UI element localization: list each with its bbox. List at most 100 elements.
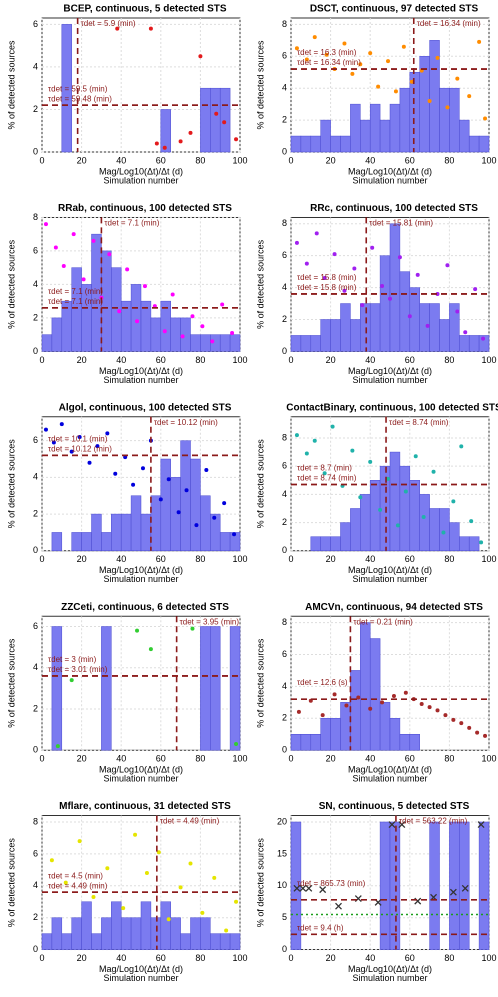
bar xyxy=(369,480,381,552)
point xyxy=(427,705,432,710)
point xyxy=(401,44,406,49)
bar xyxy=(150,917,162,950)
threshold-label: τdet = 15.81 (min) xyxy=(369,219,433,228)
y-tick-label: 8 xyxy=(282,19,287,29)
bar xyxy=(399,87,411,153)
point xyxy=(481,336,486,341)
point xyxy=(135,628,140,633)
bar xyxy=(210,87,221,153)
panel-title: RRab, continuous, 100 detected STS xyxy=(58,203,232,214)
y-tick-label: 4 xyxy=(33,61,38,71)
bar xyxy=(210,933,221,950)
point xyxy=(77,839,82,844)
x-tick-label: 20 xyxy=(326,754,336,764)
bar xyxy=(409,287,420,352)
x-tick-label: 40 xyxy=(365,953,375,963)
point xyxy=(427,98,432,103)
x-tick-label: 100 xyxy=(481,754,496,764)
panel-title: RRc, continuous, 100 detected STS xyxy=(310,203,478,214)
x-axis-label: Mag/Log10(Δt)/Δt (d) xyxy=(348,366,432,376)
y-tick-label: 6 xyxy=(33,621,38,631)
x-tick-label: 0 xyxy=(39,754,44,764)
bar xyxy=(210,513,221,552)
point xyxy=(370,245,375,250)
bar xyxy=(140,513,152,552)
x-axis-label: Simulation number xyxy=(103,574,178,584)
point xyxy=(332,692,337,697)
bar xyxy=(459,821,470,950)
bar xyxy=(51,532,63,552)
threshold-label: τdet = 10.12 (min) xyxy=(48,444,112,453)
point xyxy=(210,339,215,344)
bar xyxy=(290,733,302,751)
point xyxy=(304,57,309,62)
point xyxy=(350,448,355,453)
bar xyxy=(439,508,450,552)
y-tick-label: 8 xyxy=(33,816,38,826)
point xyxy=(105,866,110,871)
point xyxy=(397,255,402,260)
threshold-label: τdet = 3.95 (min) xyxy=(180,617,240,626)
bar xyxy=(399,465,411,552)
x-tick-label: 80 xyxy=(195,754,205,764)
y-tick-label: 8 xyxy=(282,617,287,627)
point xyxy=(376,84,381,89)
point xyxy=(222,120,227,125)
bar xyxy=(120,300,132,352)
panel-title: SN, continuous, 5 detected STS xyxy=(319,801,470,812)
plot-frame xyxy=(41,17,241,153)
x-tick-label: 20 xyxy=(326,953,336,963)
point xyxy=(107,252,112,257)
point xyxy=(293,884,301,892)
x-tick-label: 0 xyxy=(288,754,293,764)
y-tick-label: 6 xyxy=(282,461,287,471)
bar xyxy=(219,933,231,950)
x-tick-label: 60 xyxy=(156,355,166,365)
point xyxy=(178,885,183,890)
y-tick-label: 0 xyxy=(33,346,38,356)
bar xyxy=(101,917,112,950)
point xyxy=(475,730,480,735)
point xyxy=(368,706,373,711)
point xyxy=(224,928,229,933)
point xyxy=(294,46,299,51)
point xyxy=(314,231,319,236)
bar xyxy=(61,24,72,153)
point xyxy=(358,62,363,67)
x-axis-label: Mag/Log10(Δt)/Δt (d) xyxy=(348,565,432,575)
point xyxy=(200,910,205,915)
bar xyxy=(180,933,191,950)
point xyxy=(461,884,469,892)
bar xyxy=(81,532,92,552)
panel: AMCVn, continuous, 94 detected STS024680… xyxy=(255,602,496,784)
bar xyxy=(478,335,490,352)
bar xyxy=(379,702,391,751)
bar xyxy=(320,119,331,153)
point xyxy=(324,52,329,57)
point xyxy=(234,137,239,142)
y-axis-label: % of detected sources xyxy=(255,638,265,728)
point xyxy=(431,469,436,474)
point xyxy=(407,314,412,319)
x-tick-label: 80 xyxy=(444,953,454,963)
bar xyxy=(330,319,341,352)
point xyxy=(380,283,385,288)
threshold-label: τdet = 0.21 (min) xyxy=(353,617,413,626)
point xyxy=(451,717,456,722)
x-tick-label: 0 xyxy=(288,554,293,564)
point xyxy=(344,703,349,708)
bar xyxy=(350,319,361,352)
bar xyxy=(449,87,460,153)
bar xyxy=(310,335,321,352)
x-tick-label: 100 xyxy=(232,754,247,764)
y-tick-label: 4 xyxy=(282,681,287,691)
y-tick-label: 6 xyxy=(282,51,287,61)
point xyxy=(91,894,96,899)
point xyxy=(312,35,317,40)
point xyxy=(55,744,60,749)
bar xyxy=(290,135,302,153)
panel: ContactBinary, continuous, 100 detected … xyxy=(255,402,498,584)
x-tick-label: 40 xyxy=(116,355,126,365)
point xyxy=(204,468,209,473)
